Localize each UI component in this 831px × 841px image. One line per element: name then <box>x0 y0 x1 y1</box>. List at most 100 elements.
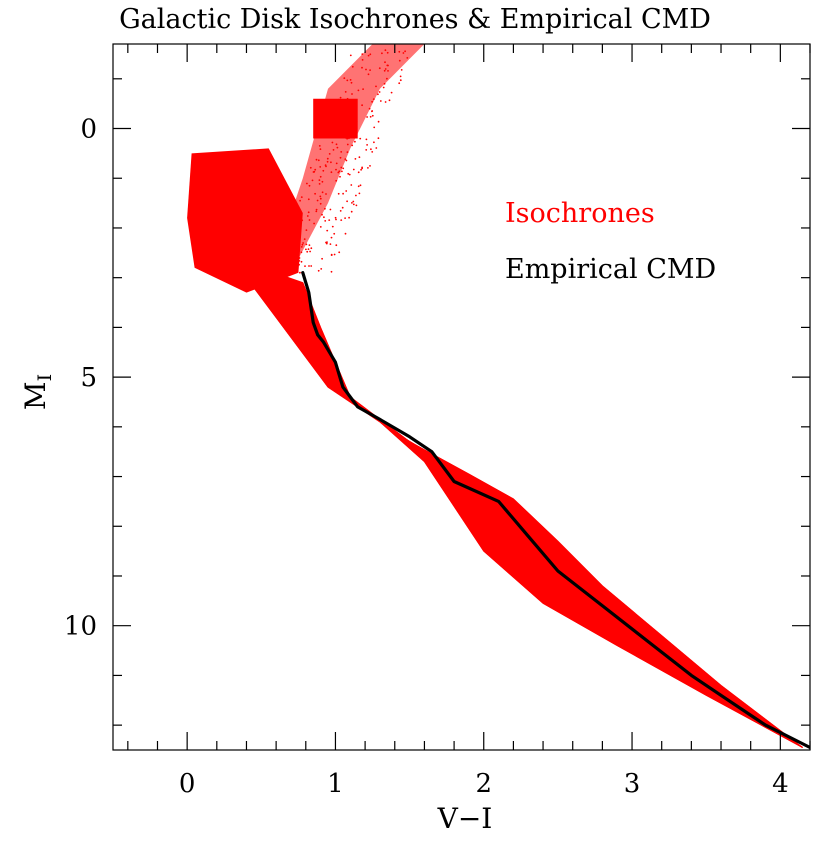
isochrone-point <box>313 170 316 173</box>
isochrone-point <box>361 53 364 55</box>
isochrone-point <box>330 270 333 273</box>
y-tick-label: 10 <box>64 612 97 642</box>
isochrone-point <box>330 121 333 124</box>
isochrone-point <box>369 69 371 71</box>
isochrone-turnoff-region <box>187 148 303 293</box>
isochrone-point <box>333 253 336 256</box>
isochrone-point <box>310 247 313 250</box>
isochrone-point <box>296 245 298 248</box>
isochrone-point <box>315 210 318 213</box>
isochrone-point <box>355 194 357 197</box>
isochrone-point <box>287 268 290 271</box>
isochrone-point <box>283 266 286 268</box>
isochrone-point <box>303 238 306 241</box>
isochrone-point <box>291 252 294 254</box>
isochrone-point <box>307 248 310 251</box>
isochrone-point <box>311 179 314 182</box>
isochrone-point <box>359 184 362 187</box>
isochrone-point <box>323 216 325 219</box>
isochrone-track <box>256 266 803 748</box>
isochrone-point <box>362 88 364 90</box>
isochrone-point <box>321 257 323 260</box>
isochrone-point <box>367 73 370 76</box>
isochrone-point <box>369 165 371 167</box>
isochrone-point <box>326 229 329 232</box>
isochrone-point <box>330 254 333 256</box>
isochrone-point <box>344 117 347 120</box>
isochrone-point <box>325 241 327 244</box>
isochrone-point <box>378 67 381 70</box>
isochrone-point <box>351 202 353 204</box>
isochrone-point <box>354 158 357 160</box>
isochrone-point <box>280 253 282 255</box>
isochrone-point <box>350 184 353 186</box>
isochrone-point <box>306 215 309 217</box>
isochrone-point <box>330 161 332 164</box>
isochrone-point <box>331 225 334 228</box>
isochrone-point <box>357 171 360 174</box>
isochrone-point <box>302 242 304 244</box>
isochrone-point <box>373 126 376 129</box>
isochrone-point <box>305 248 307 251</box>
isochrone-point <box>382 86 385 89</box>
isochrone-point <box>299 199 301 202</box>
isochrone-point <box>305 243 308 246</box>
isochrone-point <box>348 122 351 125</box>
isochrone-point <box>371 151 374 153</box>
isochrone-point <box>307 198 310 201</box>
isochrone-point <box>387 70 389 72</box>
isochrone-point <box>287 253 290 255</box>
isochrone-point <box>329 208 332 211</box>
isochrone-point <box>368 107 371 110</box>
isochrone-point <box>338 170 341 173</box>
isochrone-point <box>344 217 346 220</box>
x-tick-label: 4 <box>772 769 789 799</box>
isochrone-point <box>352 168 355 171</box>
isochrone-point <box>326 157 329 160</box>
isochrone-point <box>352 203 355 206</box>
isochrone-point <box>305 229 308 232</box>
isochrone-point <box>344 137 347 139</box>
isochrone-point <box>367 167 369 169</box>
isochrone-point <box>304 265 306 267</box>
y-tick-label: 0 <box>80 115 97 145</box>
isochrone-point <box>286 233 288 236</box>
isochrone-point <box>300 251 303 254</box>
isochrone-track <box>282 275 803 748</box>
isochrone-point <box>347 172 350 175</box>
isochrone-point <box>335 143 338 146</box>
isochrone-track <box>261 268 803 748</box>
isochrone-point <box>377 93 379 96</box>
isochrone-point <box>321 213 323 216</box>
axes <box>112 43 811 751</box>
isochrone-point <box>314 192 316 195</box>
isochrone-point <box>340 166 343 169</box>
isochrone-point <box>359 137 362 140</box>
isochrone-point <box>319 197 322 200</box>
isochrone-point <box>346 151 349 154</box>
isochrone-point <box>340 219 343 222</box>
isochrone-point <box>335 244 338 247</box>
x-tick-labels: 0 1 2 3 4 <box>179 769 789 799</box>
chart-title: Galactic Disk Isochrones & Empirical CMD <box>119 4 711 35</box>
isochrone-point <box>345 190 348 192</box>
isochrone-point <box>319 202 322 205</box>
isochrone-point <box>319 175 322 178</box>
isochrone-point <box>329 132 331 134</box>
isochrone-point <box>308 184 311 187</box>
isochrone-point <box>328 153 331 155</box>
isochrone-point <box>348 216 350 219</box>
isochrone-point <box>346 79 349 82</box>
isochrone-point <box>319 148 322 151</box>
isochrone-point <box>296 240 299 243</box>
isochrone-point <box>365 68 367 71</box>
isochrone-point <box>346 200 348 203</box>
y-tick-labels: 0 5 10 <box>64 115 97 642</box>
isochrone-point <box>347 126 350 129</box>
isochrone-point <box>384 49 387 52</box>
isochrone-point <box>361 104 363 107</box>
isochrone-point <box>383 82 386 85</box>
isochrone-point <box>351 65 354 68</box>
isochrone-point <box>344 134 347 137</box>
isochrone-point <box>369 53 372 56</box>
